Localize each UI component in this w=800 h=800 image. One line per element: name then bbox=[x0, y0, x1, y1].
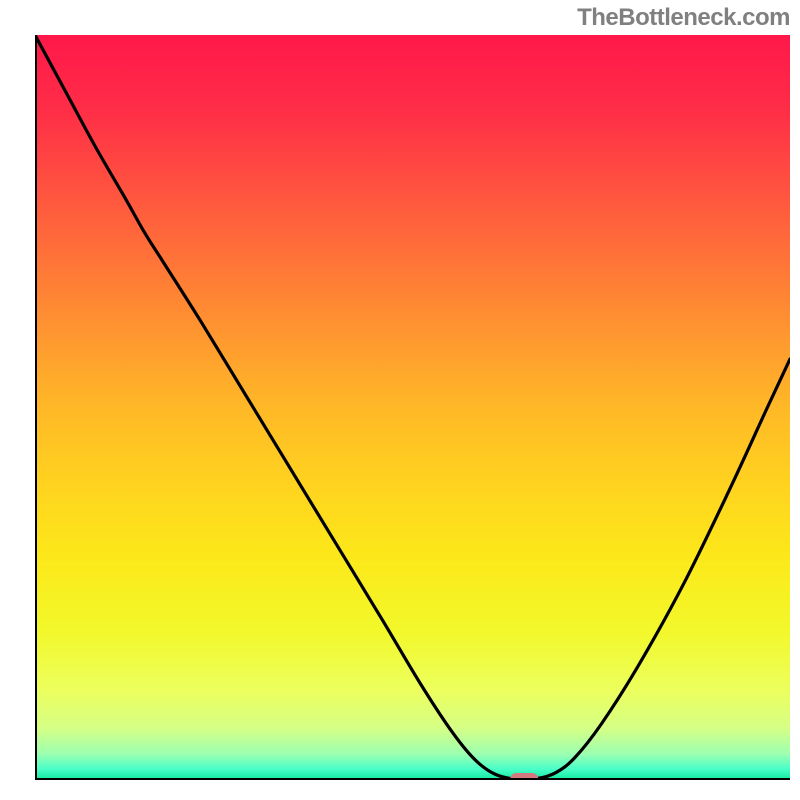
chart-frame: TheBottleneck.com bbox=[0, 0, 800, 800]
watermark-text: TheBottleneck.com bbox=[577, 4, 790, 32]
bottleneck-curve-plot bbox=[35, 35, 790, 780]
